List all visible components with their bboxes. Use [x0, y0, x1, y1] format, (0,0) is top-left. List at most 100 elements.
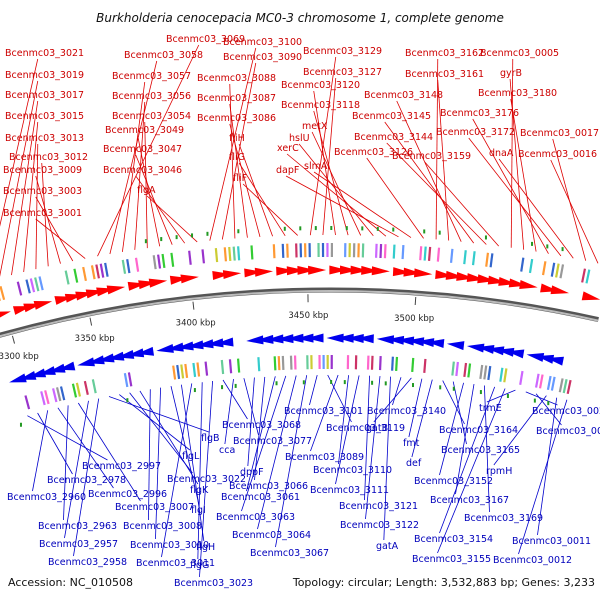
feature-block: [370, 355, 374, 370]
gene-label-reverse: Bcenmc03_3067: [250, 548, 329, 559]
feature-block: [172, 365, 177, 380]
gene-label-forward: Bcenmc03_3118: [281, 100, 360, 111]
label-leader-reverse: [73, 398, 100, 557]
reverse-gene-arrow: [546, 356, 564, 366]
feature-marker: [533, 398, 536, 403]
gene-label-reverse: Bcenmc03_3154: [414, 534, 493, 545]
feature-block: [201, 249, 206, 264]
feature-block: [0, 285, 6, 301]
forward-gene-arrow: [33, 301, 53, 310]
gene-label-reverse: Bcenmc03_3155: [412, 554, 491, 565]
label-leader-forward: [396, 100, 462, 242]
feature-marker: [371, 380, 374, 385]
feature-block: [40, 391, 46, 406]
feature-block: [180, 364, 185, 379]
gene-label-forward: flgA: [137, 185, 156, 196]
feature-block: [581, 268, 587, 283]
gene-label-reverse: flgI: [191, 505, 206, 516]
gene-label-reverse: Bcenmc03_3169: [464, 513, 543, 524]
feature-marker: [343, 380, 346, 385]
feature-block: [25, 279, 31, 294]
feature-marker: [330, 226, 333, 231]
gene-label-forward: Bcenmc03_3046: [103, 165, 182, 176]
reverse-gene-arrow: [416, 338, 435, 348]
label-leader-reverse: [486, 389, 516, 403]
gene-label-reverse: Bcenmc03_3011: [136, 558, 215, 569]
reverse-gene-arrow: [526, 352, 545, 362]
label-leader-reverse: [257, 375, 297, 530]
feature-block: [519, 370, 524, 386]
feature-block: [104, 262, 109, 277]
scale-tick-mark: [192, 301, 195, 310]
feature-marker: [302, 380, 305, 385]
feature-marker: [484, 235, 487, 240]
gene-label-reverse: flgL: [182, 451, 200, 462]
gene-label-forward: Bcenmc03_3161: [405, 69, 484, 80]
feature-marker: [275, 381, 278, 386]
label-leader-reverse: [37, 412, 73, 475]
reverse-gene-arrow: [97, 353, 115, 363]
label-leader-reverse: [439, 386, 496, 534]
reverse-gene-arrow: [216, 337, 234, 347]
gene-labels: Bcenmc03_3021 Bcenmc03_3019 Bcenmc03_3017 B…: [3, 34, 600, 589]
feature-marker: [546, 244, 549, 249]
gene-label-forward: xerC: [277, 143, 299, 154]
gene-label-forward: dnaA: [489, 148, 514, 159]
feature-block: [237, 246, 241, 261]
reverse-gene-arrow: [446, 341, 465, 351]
label-leader-forward: [468, 137, 562, 257]
reverse-gene-arrow: [116, 350, 135, 359]
gene-label-reverse: Bcenmc03_3165: [441, 445, 520, 456]
feature-block: [95, 264, 100, 279]
gene-label-forward: Bcenmc03_3047: [103, 144, 182, 155]
gene-label-forward: Bcenmc03_3017: [5, 90, 84, 101]
gene-label-forward: fliF: [233, 173, 247, 184]
gene-label-reverse: Bcenmc03_3089: [285, 452, 364, 463]
gene-label-reverse: Bcenmc03_3152: [414, 476, 493, 487]
reverse-gene-arrow: [336, 333, 354, 343]
reverse-gene-arrow: [266, 334, 284, 344]
feature-block: [423, 358, 427, 373]
gene-label-reverse: Bcenmc03_3063: [216, 512, 295, 523]
label-leader-forward: [472, 118, 549, 254]
gene-label-forward: Bcenmc03_3054: [112, 111, 191, 122]
gene-label-forward: fliG: [229, 152, 245, 163]
gene-label-reverse: flgH: [196, 542, 215, 553]
feature-block: [24, 395, 31, 410]
label-leader-forward: [229, 123, 261, 238]
feature-block: [214, 248, 219, 263]
label-leader-forward: [298, 143, 374, 236]
gene-label-forward: Bcenmc03_3145: [352, 111, 431, 122]
gene-label-forward: Bcenmc03_3003: [3, 186, 82, 197]
gene-label-forward: Bcenmc03_3180: [478, 88, 557, 99]
forward-gene-arrow: [371, 266, 390, 276]
feature-block: [395, 356, 399, 371]
feature-block: [232, 246, 236, 261]
reverse-gene-arrow: [206, 338, 224, 348]
forward-gene-arrow: [148, 278, 168, 288]
feature-marker: [384, 381, 387, 386]
genome-summary-text: Topology: circular; Length: 3,532,883 bp…: [292, 576, 595, 589]
feature-block: [64, 270, 70, 285]
gene-label-reverse: Bcenmc03_3066: [229, 481, 308, 492]
label-leader-reverse: [439, 382, 464, 476]
reverse-gene-arrow: [18, 370, 37, 380]
gene-label-reverse: Bcenmc03_3068: [222, 420, 301, 431]
feature-marker: [439, 385, 442, 390]
reverse-gene-arrow: [246, 335, 264, 345]
feature-block: [383, 244, 387, 259]
feature-marker: [376, 226, 379, 231]
feature-block: [499, 367, 504, 382]
gene-label-reverse: Bcenmc03_0011: [512, 536, 591, 547]
feature-block: [273, 356, 277, 371]
feature-block: [127, 372, 133, 387]
gene-label-forward: Bcenmc03_0005: [480, 48, 559, 59]
reverse-gene-arrow: [356, 334, 374, 344]
feature-marker: [160, 237, 163, 242]
label-leader-forward: [550, 159, 599, 264]
feature-block: [585, 269, 591, 284]
label-leader-reverse: [108, 396, 209, 433]
gene-label-forward: Bcenmc03_3129: [303, 46, 382, 57]
gene-label-forward: slmA: [304, 161, 328, 172]
